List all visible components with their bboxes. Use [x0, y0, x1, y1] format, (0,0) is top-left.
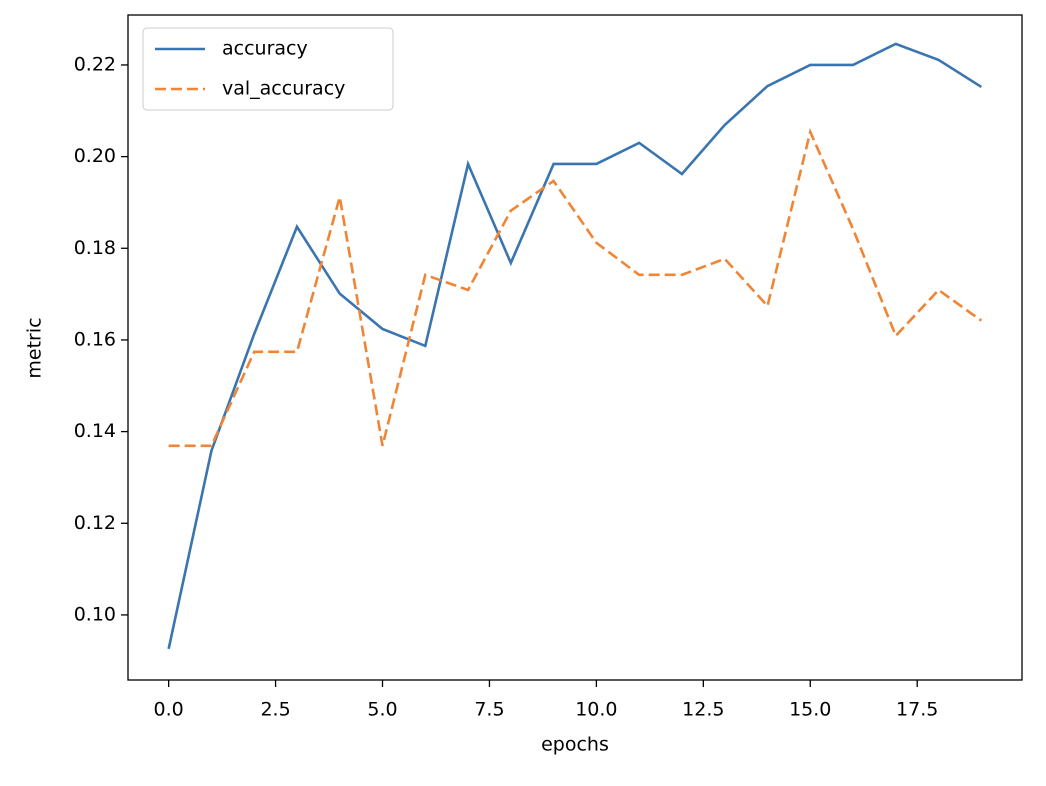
y-tick-label: 0.14	[74, 420, 116, 442]
x-tick-label: 17.5	[896, 699, 938, 721]
x-axis-label: epochs	[541, 734, 609, 756]
legend-box	[142, 27, 394, 111]
y-axis-label: metric	[24, 317, 46, 378]
y-tick-label: 0.22	[74, 53, 116, 75]
y-tick-label: 0.12	[74, 512, 116, 534]
x-tick-label: 7.5	[474, 699, 504, 721]
x-tick-label: 15.0	[789, 699, 831, 721]
x-tick-label: 5.0	[367, 699, 397, 721]
legend-label: val_accuracy	[222, 78, 345, 100]
x-tick-label: 0.0	[154, 699, 184, 721]
y-tick-label: 0.20	[74, 145, 116, 167]
x-tick-label: 12.5	[682, 699, 724, 721]
y-tick-label: 0.16	[74, 328, 116, 350]
legend-label: accuracy	[222, 38, 308, 60]
x-tick-label: 2.5	[260, 699, 290, 721]
y-tick-label: 0.10	[74, 603, 116, 625]
series-line	[167, 42, 983, 650]
series-line	[168, 127, 983, 448]
x-tick-label: 10.0	[575, 699, 617, 721]
y-tick-label: 0.18	[74, 237, 116, 259]
plot-frame	[127, 14, 1023, 681]
